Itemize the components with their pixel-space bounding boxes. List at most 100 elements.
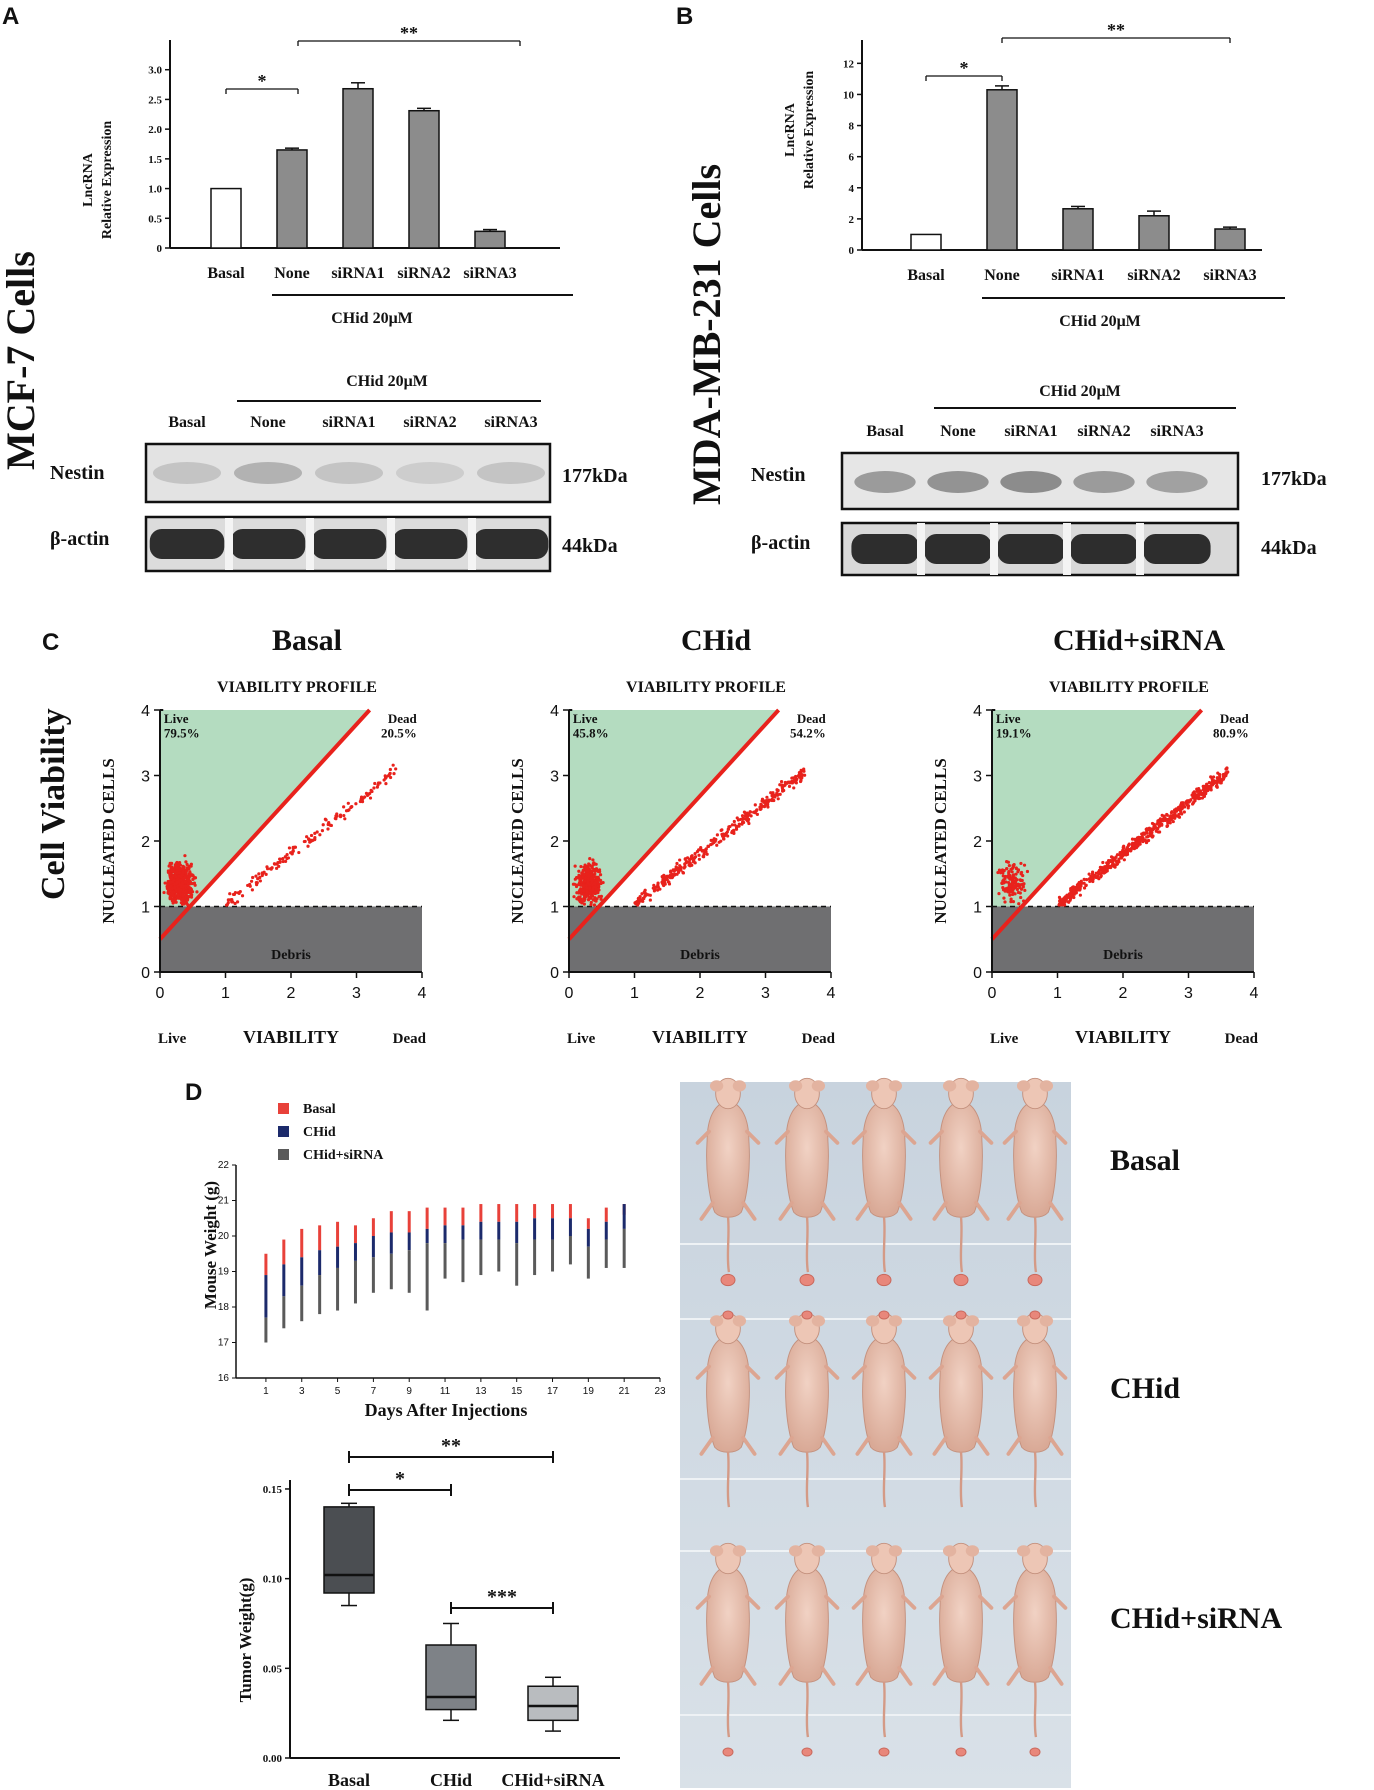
scatter-point	[1224, 774, 1228, 778]
viability-plot-1: Basal VIABILITY PROFILE Debris 00 1 1 2 2 3 3 4 4 Li…	[99, 624, 427, 1047]
mouse-image	[695, 1077, 761, 1273]
scatter-point	[1221, 776, 1226, 780]
scatter-point	[585, 866, 589, 870]
scatter-point	[354, 802, 358, 806]
scatter-point	[800, 776, 804, 780]
scatter-point	[691, 860, 696, 864]
blot-treatment-a: CHid 20μM	[346, 373, 428, 390]
scatter-point	[386, 774, 390, 778]
y-tick-label: 0	[849, 245, 855, 257]
scatter-point	[1078, 893, 1082, 897]
scatter-point	[795, 777, 799, 781]
scatter-point	[572, 882, 577, 886]
scatter-point	[775, 788, 779, 792]
scatter-point	[1060, 899, 1065, 903]
scatter-point	[1201, 788, 1205, 792]
scatter-point	[287, 846, 292, 850]
tumor-image	[1027, 1273, 1043, 1287]
scatter-point	[320, 829, 325, 833]
scatter-point	[579, 880, 584, 885]
scatter-point	[382, 778, 386, 782]
x-left-label: Live	[158, 1031, 187, 1047]
actin-band	[311, 529, 387, 559]
tumor-ylabel: Tumor Weight(g)	[236, 1578, 255, 1703]
y-tick-label: 1.0	[148, 184, 162, 196]
scatter-point	[1168, 815, 1172, 819]
scatter-point	[1068, 897, 1073, 901]
sig-star: *	[258, 71, 267, 91]
scatter-point	[1120, 852, 1124, 856]
scatter-point	[1146, 835, 1150, 839]
scatter-point	[174, 862, 178, 866]
scatter-point	[675, 861, 679, 866]
x-tick-label: 4	[418, 985, 427, 1002]
scatter-point	[760, 799, 764, 803]
scatter-point	[384, 782, 388, 786]
scatter-point	[232, 892, 237, 896]
scatter-point	[278, 857, 282, 861]
lane-gap	[306, 518, 314, 570]
scatter-point	[678, 858, 682, 862]
category-label: Basal	[907, 267, 945, 284]
scatter-point	[1182, 810, 1186, 814]
scatter-point	[1094, 875, 1098, 880]
scatter-point	[375, 785, 379, 789]
scatter-point	[1165, 824, 1169, 828]
scatter-point	[184, 884, 188, 888]
scatter-point	[1114, 855, 1118, 859]
lane-label: None	[940, 423, 976, 440]
scatter-point	[1000, 868, 1004, 873]
scatter-point	[688, 858, 692, 862]
scatter-point	[743, 814, 748, 818]
category-label: Basal	[207, 265, 245, 282]
scatter-point	[166, 870, 170, 874]
x-tick-label: 19	[583, 1386, 595, 1397]
scatter-point	[665, 874, 669, 878]
scatter-point	[585, 893, 589, 897]
mouse-image	[928, 1312, 994, 1508]
debris-region	[992, 906, 1254, 972]
panel-letter-a: A	[2, 3, 19, 30]
scatter-point	[265, 867, 270, 871]
scatter-point	[1212, 781, 1216, 786]
scatter-point	[706, 844, 711, 849]
scatter-point	[598, 873, 603, 877]
scatter-point	[1014, 882, 1019, 886]
legend-swatch	[278, 1103, 289, 1114]
scatter-point	[250, 888, 254, 892]
scatter-point	[578, 882, 582, 887]
bar	[276, 149, 308, 249]
scatter-point	[326, 827, 330, 831]
y-tick-label: 2	[550, 834, 559, 851]
weight-xlabel: Days After Injections	[365, 1400, 528, 1420]
mouse-image	[774, 1077, 840, 1273]
scatter-point	[1007, 880, 1011, 885]
scatter-point	[183, 880, 187, 884]
tumor-weight-chart: Tumor Weight(g) 0.00 0.05 0.10 0.15 Basal CHi…	[236, 1435, 620, 1790]
weight-ylabel: Mouse Weight (g)	[201, 1181, 220, 1309]
legend-label: CHid	[303, 1125, 336, 1140]
scatter-point	[997, 892, 1001, 896]
scatter-point	[1014, 872, 1018, 876]
scatter-point	[582, 898, 586, 903]
box	[323, 1506, 375, 1594]
scatter-point	[260, 873, 264, 878]
scatter-point	[752, 810, 756, 814]
scatter-point	[778, 792, 782, 796]
scatter-point	[697, 857, 701, 861]
mouse-image	[774, 1312, 840, 1508]
scatter-point	[169, 867, 173, 871]
y-tick-label: 4	[849, 183, 855, 195]
scatter-point	[1218, 775, 1222, 779]
scatter-point	[670, 872, 674, 876]
scatter-point	[770, 798, 774, 803]
actin-label-b: β-actin	[751, 532, 810, 554]
lane-label: siRNA1	[1004, 423, 1057, 440]
category-label: CHid+siRNA	[501, 1770, 604, 1790]
x-tick-label: 3	[761, 985, 770, 1002]
scatter-point	[585, 872, 589, 877]
scatter-point	[648, 893, 652, 897]
treatment-label-a: CHid 20μM	[331, 310, 413, 327]
scatter-point	[597, 868, 602, 872]
y-tick-label: 3	[550, 769, 559, 786]
